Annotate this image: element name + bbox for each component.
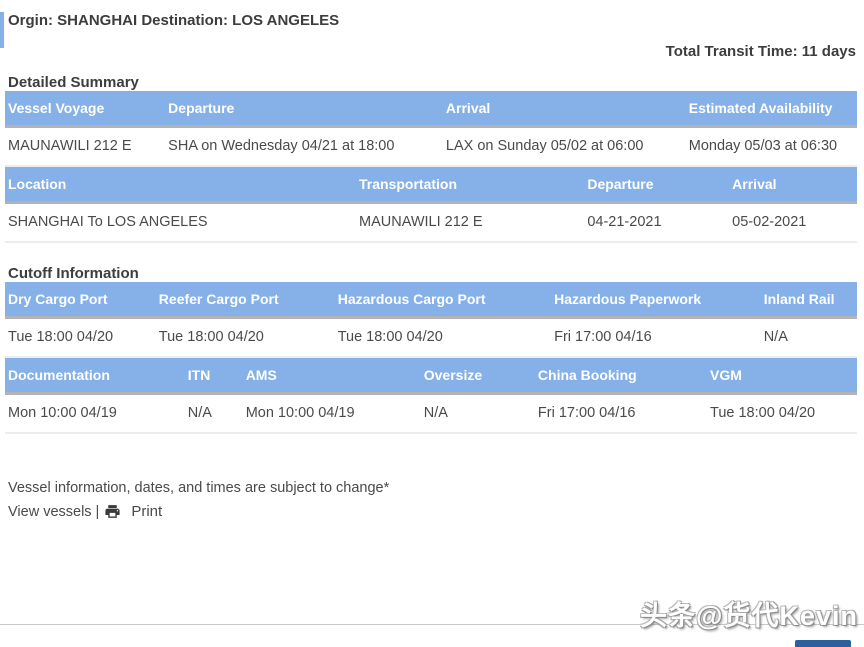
- total-transit-time: Total Transit Time: 11 days: [665, 43, 856, 60]
- ams-cutoff-cell: Mon 10:00 04/19: [242, 393, 421, 434]
- cutoff-information-heading: Cutoff Information: [8, 265, 139, 282]
- column-header: Estimated Availability: [685, 91, 857, 128]
- table-row: SHANGHAI To LOS ANGELES MAUNAWILI 212 E …: [5, 202, 857, 243]
- column-header: Vessel Voyage: [5, 91, 166, 128]
- table-row: Tue 18:00 04/20 Tue 18:00 04/20 Tue 18:0…: [5, 317, 857, 358]
- column-header: Documentation: [5, 358, 185, 395]
- leg-detail-table: Location Transportation Departure Arriva…: [5, 167, 857, 243]
- detailed-summary-heading: Detailed Summary: [8, 74, 139, 91]
- arrival-cell: LAX on Sunday 05/02 at 06:00: [442, 126, 686, 167]
- column-header: Departure: [584, 167, 730, 204]
- watermark-text: 头条@货代Kevin: [640, 601, 858, 631]
- departure-cell: SHA on Wednesday 04/21 at 18:00: [165, 126, 443, 167]
- column-header: Reefer Cargo Port: [155, 282, 335, 319]
- documentation-cutoff-cell: Mon 10:00 04/19: [5, 393, 185, 434]
- transportation-cell: MAUNAWILI 212 E: [356, 202, 585, 243]
- disclaimer-text: Vessel information, dates, and times are…: [8, 480, 390, 496]
- cutoff-table: Dry Cargo Port Reefer Cargo Port Hazardo…: [5, 282, 857, 358]
- column-header: Arrival: [729, 167, 857, 204]
- column-header: Hazardous Paperwork: [551, 282, 761, 319]
- table-row: MAUNAWILI 212 E SHA on Wednesday 04/21 a…: [5, 126, 857, 167]
- vessel-voyage-cell: MAUNAWILI 212 E: [5, 126, 166, 167]
- reefer-cargo-cutoff-cell: Tue 18:00 04/20: [155, 317, 335, 358]
- route-title: Orgin: SHANGHAI Destination: LOS ANGELES: [8, 12, 340, 29]
- documentation-table: Documentation ITN AMS Oversize China Boo…: [5, 358, 857, 434]
- column-header: China Booking: [534, 358, 707, 395]
- print-button[interactable]: Print: [104, 503, 162, 520]
- voyage-summary-table: Vessel Voyage Departure Arrival Estimate…: [5, 91, 857, 167]
- column-header: Oversize: [420, 358, 535, 395]
- inland-rail-cutoff-cell: N/A: [760, 317, 857, 358]
- column-header: Inland Rail: [760, 282, 857, 319]
- column-header: AMS: [242, 358, 421, 395]
- departure-date-cell: 04-21-2021: [584, 202, 730, 243]
- vgm-cutoff-cell: Tue 18:00 04/20: [707, 393, 857, 434]
- dry-cargo-cutoff-cell: Tue 18:00 04/20: [5, 317, 156, 358]
- hazardous-cargo-cutoff-cell: Tue 18:00 04/20: [334, 317, 552, 358]
- column-header: Arrival: [442, 91, 686, 128]
- column-header: Transportation: [356, 167, 585, 204]
- table-header-row: Vessel Voyage Departure Arrival Estimate…: [5, 91, 857, 128]
- table-row: Mon 10:00 04/19 N/A Mon 10:00 04/19 N/A …: [5, 393, 857, 434]
- link-separator: |: [95, 503, 100, 520]
- footer-links-line: View vessels | Print: [8, 503, 856, 520]
- partially-visible-bottom-button[interactable]: [795, 640, 851, 647]
- footer: Vessel information, dates, and times are…: [8, 480, 856, 520]
- oversize-cutoff-cell: N/A: [420, 393, 535, 434]
- column-header: Departure: [165, 91, 443, 128]
- column-header: ITN: [184, 358, 243, 395]
- printer-icon: [105, 505, 120, 518]
- hazardous-paperwork-cutoff-cell: Fri 17:00 04/16: [551, 317, 761, 358]
- bottom-divider: [0, 624, 864, 625]
- column-header: VGM: [707, 358, 857, 395]
- column-header: Location: [5, 167, 357, 204]
- left-edge-accent: [0, 12, 4, 48]
- arrival-date-cell: 05-02-2021: [729, 202, 857, 243]
- print-button-label: Print: [131, 503, 163, 520]
- column-header: Dry Cargo Port: [5, 282, 156, 319]
- china-booking-cutoff-cell: Fri 17:00 04/16: [534, 393, 707, 434]
- table-header-row: Documentation ITN AMS Oversize China Boo…: [5, 358, 857, 395]
- column-header: Hazardous Cargo Port: [334, 282, 552, 319]
- itn-cutoff-cell: N/A: [184, 393, 243, 434]
- view-vessels-link[interactable]: View vessels: [8, 503, 92, 520]
- location-cell: SHANGHAI To LOS ANGELES: [5, 202, 357, 243]
- table-header-row: Dry Cargo Port Reefer Cargo Port Hazardo…: [5, 282, 857, 319]
- estimated-availability-cell: Monday 05/03 at 06:30: [685, 126, 857, 167]
- table-header-row: Location Transportation Departure Arriva…: [5, 167, 857, 204]
